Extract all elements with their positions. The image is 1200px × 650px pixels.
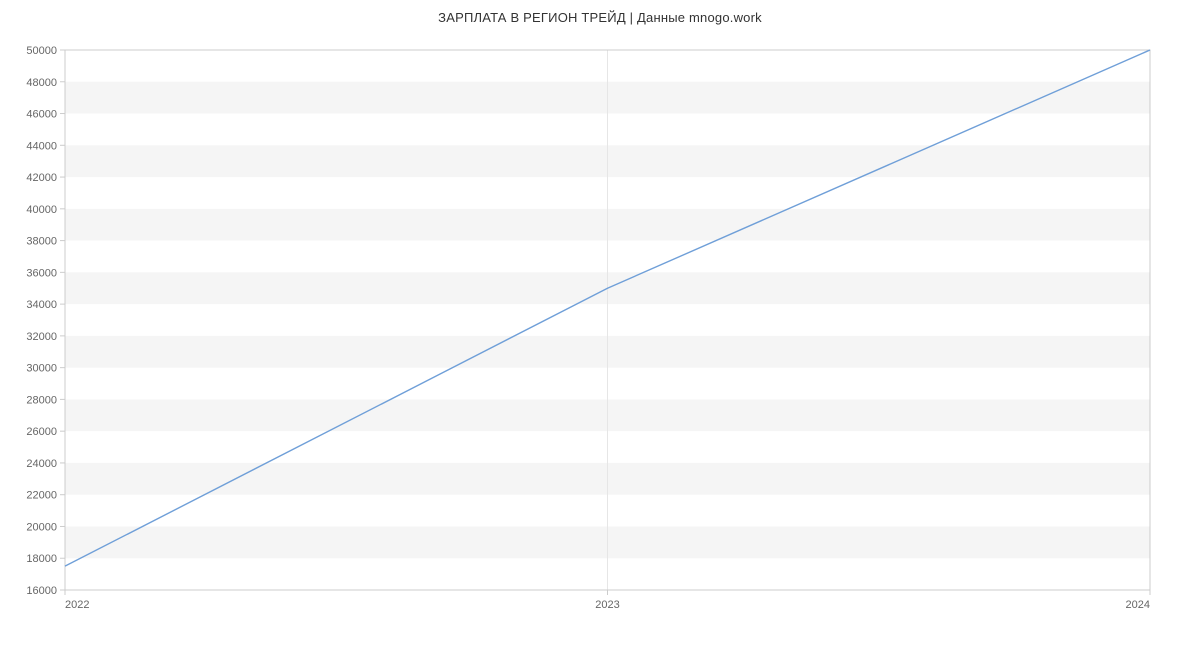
ytick-label: 24000 <box>26 458 57 470</box>
ytick-label: 32000 <box>26 331 57 343</box>
ytick-label: 16000 <box>26 585 57 597</box>
xtick-label: 2024 <box>1126 599 1150 611</box>
salary-line-chart: 16000 18000 20000 22000 24000 26000 28000 30000… <box>0 30 1200 650</box>
chart-title: ЗАРПЛАТА В РЕГИОН ТРЕЙД | Данные mnogo.w… <box>0 0 1200 25</box>
ytick-label: 38000 <box>26 236 57 248</box>
ytick-label: 26000 <box>26 426 57 438</box>
ytick-label: 30000 <box>26 363 57 375</box>
xtick-label: 2022 <box>65 599 89 611</box>
ytick-label: 50000 <box>26 45 57 57</box>
ytick-label: 20000 <box>26 521 57 533</box>
ytick-label: 34000 <box>26 299 57 311</box>
ytick-label: 36000 <box>26 267 57 279</box>
ytick-label: 46000 <box>26 109 57 121</box>
ytick-label: 48000 <box>26 77 57 89</box>
ytick-label: 42000 <box>26 172 57 184</box>
ytick-label: 28000 <box>26 394 57 406</box>
ytick-label: 18000 <box>26 553 57 565</box>
ytick-label: 22000 <box>26 490 57 502</box>
xtick-label: 2023 <box>595 599 619 611</box>
ytick-label: 40000 <box>26 204 57 216</box>
ytick-label: 44000 <box>26 140 57 152</box>
